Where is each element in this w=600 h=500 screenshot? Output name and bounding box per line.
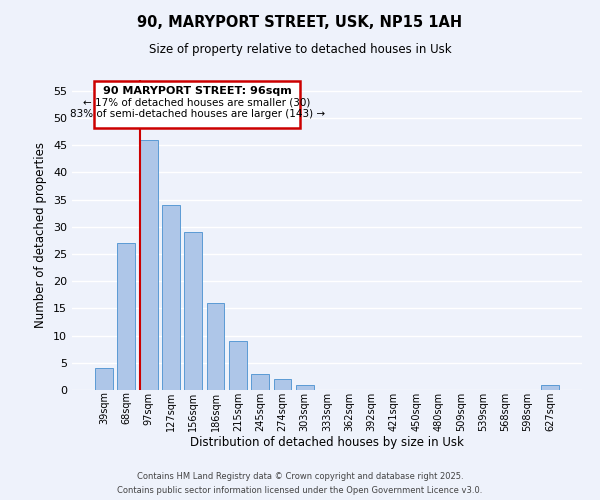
Bar (296, 384, 314, 390)
Bar (229, 341, 247, 390)
Text: Contains public sector information licensed under the Open Government Licence v3: Contains public sector information licen… (118, 486, 482, 495)
FancyBboxPatch shape (94, 81, 300, 128)
Bar (206, 303, 224, 390)
Bar (140, 140, 158, 390)
Bar (95, 368, 113, 390)
Text: Size of property relative to detached houses in Usk: Size of property relative to detached ho… (149, 42, 451, 56)
Text: ← 17% of detached houses are smaller (30): ← 17% of detached houses are smaller (30… (83, 98, 311, 108)
Text: 90, MARYPORT STREET, USK, NP15 1AH: 90, MARYPORT STREET, USK, NP15 1AH (137, 15, 463, 30)
Bar (184, 232, 202, 390)
Bar (251, 374, 269, 390)
Bar (162, 205, 180, 390)
Y-axis label: Number of detached properties: Number of detached properties (34, 142, 47, 328)
Text: 83% of semi-detached houses are larger (143) →: 83% of semi-detached houses are larger (… (70, 110, 325, 120)
Text: 90 MARYPORT STREET: 96sqm: 90 MARYPORT STREET: 96sqm (103, 86, 292, 96)
Bar (274, 379, 292, 390)
Bar (541, 384, 559, 390)
Text: Contains HM Land Registry data © Crown copyright and database right 2025.: Contains HM Land Registry data © Crown c… (137, 472, 463, 481)
X-axis label: Distribution of detached houses by size in Usk: Distribution of detached houses by size … (190, 436, 464, 450)
Bar (118, 243, 136, 390)
